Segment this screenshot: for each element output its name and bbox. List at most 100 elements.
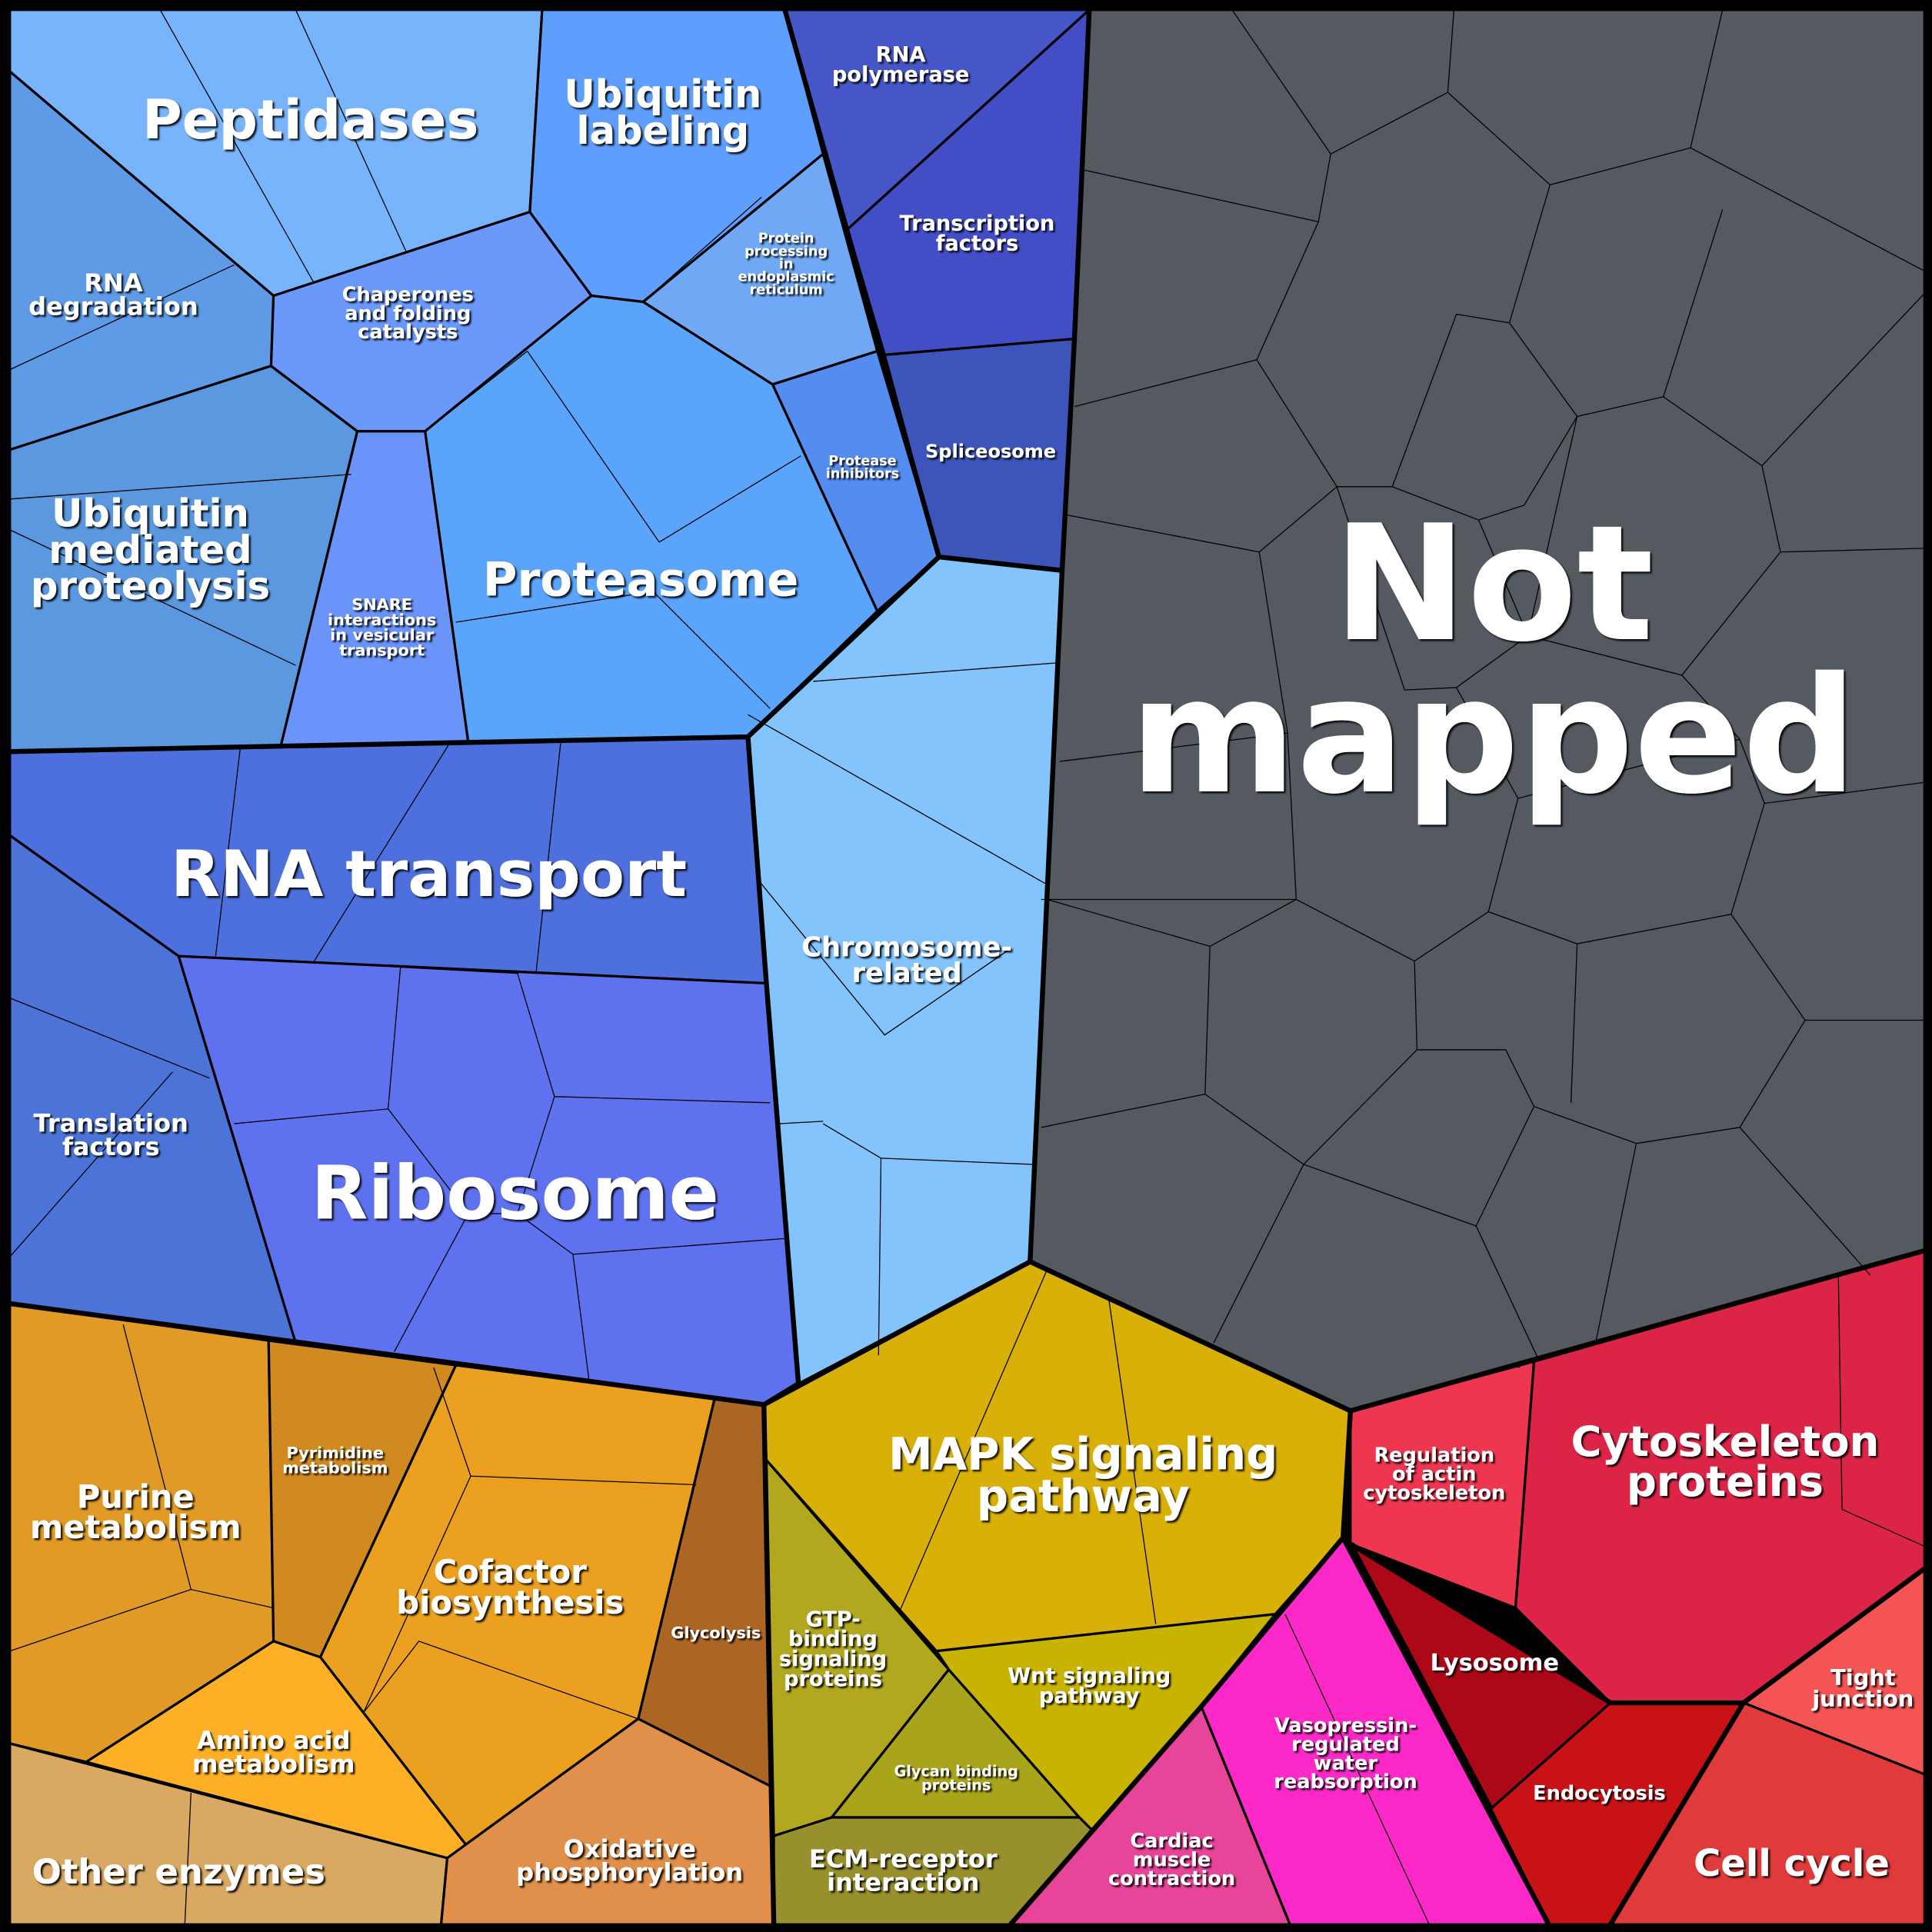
label-line: interaction [827, 1867, 979, 1897]
label-proteasome: Proteasome [483, 552, 799, 607]
label-line: metabolism [30, 1508, 242, 1546]
label-line: ECM-receptor [809, 1844, 998, 1874]
label-line: Spliceosome [925, 441, 1056, 462]
label-spliceosome: Spliceosome [925, 441, 1056, 462]
label-line: Amino acid [197, 1726, 351, 1755]
label-line: Cell cycle [1694, 1842, 1890, 1885]
label-transcription-factors: Transcription factors [900, 212, 1055, 255]
label-line: endoplasmic [738, 270, 834, 285]
label-oxidative-phosphorylation: Oxidative phosphorylation [516, 1834, 743, 1887]
label-line: contraction [1108, 1867, 1235, 1890]
label-protein-processing-er: Protein processing in endoplasmic reticulum [738, 232, 834, 298]
label-line: RNA transport [171, 837, 687, 911]
label-cofactor-biosynthesis: Cofactor biosynthesis [396, 1553, 624, 1621]
label-line: proteolysis [31, 564, 270, 608]
label-ubiquitin-mediated: Ubiquitin mediated proteolysis [31, 491, 270, 608]
label-line: Cardiac [1130, 1830, 1213, 1853]
label-line: regulated [1291, 1734, 1400, 1757]
label-line: Glycan binding [894, 1762, 1018, 1780]
label-line: Cytoskeleton [1571, 1417, 1879, 1466]
label-line: water [1314, 1752, 1378, 1775]
label-line: polymerase [832, 63, 970, 87]
label-line: metabolism [282, 1459, 388, 1477]
label-line: RNA [84, 268, 142, 298]
label-mapk-signaling: MAPK signaling pathway [888, 1427, 1277, 1522]
label-gtp-binding: GTP-binding signaling proteins [779, 1607, 887, 1691]
label-line: of actin [1392, 1463, 1476, 1486]
label-protease-inhibitors: Protease inhibitors [826, 454, 899, 482]
label-line: MAPK signaling [888, 1427, 1277, 1480]
label-line: Protease [828, 454, 896, 469]
label-rna-degradation: RNA degradation [28, 268, 198, 321]
label-line: Protein [758, 232, 814, 247]
label-line: reticulum [750, 282, 823, 298]
label-rna-polymerase: RNA polymerase [832, 43, 970, 87]
label-line: factors [936, 232, 1019, 255]
label-line: Ribosome [311, 1150, 718, 1236]
label-line: Ubiquitin [564, 72, 761, 117]
label-line: Glycolysis [671, 1624, 761, 1642]
label-line: Chaperones [342, 284, 474, 307]
label-peptidases: Peptidases [142, 88, 478, 152]
label-rna-transport: RNA transport [171, 837, 687, 911]
label-not-mapped: Not mapped [1130, 491, 1857, 830]
label-line: Chromosome- [801, 932, 1012, 964]
label-amino-acid-metabolism: Amino acid metabolism [192, 1726, 355, 1778]
label-line: related [852, 958, 962, 989]
label-translation-factors: Translation factors [34, 1108, 188, 1161]
label-line: processing [744, 244, 828, 259]
label-line: binding [788, 1627, 878, 1651]
label-wnt-signaling: Wnt signaling pathway [1008, 1664, 1171, 1708]
label-ecm-receptor: ECM-receptor interaction [809, 1844, 998, 1897]
label-line: labeling [577, 108, 750, 153]
label-purine-metabolism: Purine metabolism [30, 1477, 242, 1546]
label-line: GTP- [805, 1607, 860, 1631]
label-chaperones: Chaperones and folding catalysts [342, 284, 474, 345]
label-line: RNA [876, 43, 926, 67]
label-line: Translation [34, 1108, 188, 1138]
label-cell-cycle: Cell cycle [1694, 1842, 1890, 1885]
label-line: Not [1333, 491, 1654, 678]
label-line: factors [62, 1132, 160, 1161]
label-line: in [779, 257, 794, 272]
label-line: proteins [921, 1777, 991, 1794]
label-ribosome: Ribosome [311, 1150, 718, 1236]
label-line: inhibitors [826, 467, 899, 482]
label-line: Ubiquitin [52, 491, 249, 536]
label-lysosome: Lysosome [1431, 1650, 1560, 1677]
label-line: in vesicular [330, 626, 435, 645]
label-line: proteins [1627, 1457, 1824, 1506]
label-line: pathway [977, 1470, 1190, 1522]
label-line: mediated [48, 528, 251, 572]
label-line: catalysts [358, 321, 458, 344]
label-line: transport [339, 641, 425, 659]
label-line: Purine [77, 1477, 195, 1515]
label-cytoskeleton-proteins: Cytoskeleton proteins [1571, 1417, 1879, 1506]
label-line: SNARE [351, 595, 412, 614]
label-line: Pyrimidine [287, 1444, 384, 1462]
label-line: biosynthesis [396, 1584, 624, 1621]
label-line: Oxidative [563, 1834, 695, 1864]
label-line: Other enzymes [32, 1851, 325, 1892]
label-pyrimidine-metabolism: Pyrimidine metabolism [282, 1444, 388, 1477]
label-line: mapped [1130, 644, 1857, 830]
label-line: cytoskeleton [1363, 1481, 1505, 1504]
label-cardiac-muscle: Cardiac muscle contraction [1108, 1830, 1235, 1890]
label-line: junction [1811, 1686, 1914, 1712]
label-line: signaling [779, 1647, 887, 1671]
label-endocytosis: Endocytosis [1533, 1782, 1666, 1805]
label-line: and folding [345, 302, 471, 325]
label-line: metabolism [192, 1750, 355, 1779]
label-line: Peptidases [142, 88, 478, 152]
label-regulation-actin: Regulation of actin cytoskeleton [1363, 1444, 1505, 1505]
label-line: interactions [328, 611, 436, 629]
label-line: pathway [1039, 1684, 1140, 1708]
label-glycan-binding: Glycan binding proteins [894, 1762, 1018, 1794]
label-line: Proteasome [483, 552, 799, 607]
label-other-enzymes: Other enzymes [32, 1851, 325, 1892]
label-line: Lysosome [1431, 1650, 1560, 1677]
label-line: Regulation [1374, 1444, 1494, 1467]
label-chromosome-related: Chromosome-related [801, 932, 1012, 989]
label-line: degradation [28, 291, 198, 321]
